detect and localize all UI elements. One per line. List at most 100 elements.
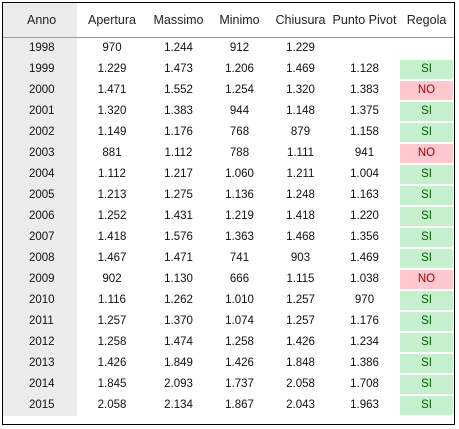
cell-rule: NO (397, 79, 454, 101)
cell-rule: SI (397, 352, 454, 374)
cell-pivot: 1.234 (332, 331, 397, 353)
cell-close: 903 (269, 247, 332, 269)
cell-max: 1.112 (147, 142, 210, 164)
rule-badge: SI (400, 290, 453, 310)
cell-year: 2011 (3, 310, 77, 332)
cell-pivot: 1.469 (332, 247, 397, 269)
cell-open: 1.112 (77, 163, 147, 185)
cell-pivot: 1.163 (332, 184, 397, 206)
cell-rule: SI (397, 205, 454, 227)
cell-open: 1.116 (77, 289, 147, 311)
cell-rule: SI (397, 310, 454, 332)
cell-rule: SI (397, 184, 454, 206)
rule-badge: SI (400, 59, 453, 79)
rule-badge (400, 39, 453, 58)
cell-open: 970 (77, 37, 147, 59)
cell-max: 1.244 (147, 37, 210, 59)
cell-close: 1.211 (269, 163, 332, 185)
cell-year: 2014 (3, 373, 77, 395)
cell-rule: SI (397, 247, 454, 269)
rule-badge: SI (400, 206, 453, 226)
cell-max: 1.262 (147, 289, 210, 311)
rule-badge: SI (400, 374, 453, 394)
cell-min: 1.258 (210, 331, 269, 353)
cell-min: 1.074 (210, 310, 269, 332)
table-body: 1998 970 1.244 912 1.229 1999 1.229 1.473 1.206 1… (3, 37, 454, 416)
cell-min: 1.737 (210, 373, 269, 395)
cell-close: 1.148 (269, 100, 332, 122)
cell-open: 1.320 (77, 100, 147, 122)
cell-rule: SI (397, 58, 454, 80)
table-frame: Anno Apertura Massimo Minimo Chiusura Pu… (2, 2, 455, 425)
rule-badge: NO (400, 269, 453, 289)
cell-year: 1999 (3, 58, 77, 80)
cell-max: 1.849 (147, 352, 210, 374)
cell-max: 2.093 (147, 373, 210, 395)
cell-open: 1.258 (77, 331, 147, 353)
cell-pivot: 1.004 (332, 163, 397, 185)
cell-open: 1.845 (77, 373, 147, 395)
cell-rule: NO (397, 142, 454, 164)
rule-badge: SI (400, 332, 453, 352)
cell-max: 1.383 (147, 100, 210, 122)
cell-close: 1.111 (269, 142, 332, 164)
table-row: 2009 902 1.130 666 1.115 1.038 NO (3, 268, 454, 290)
cell-pivot: 1.128 (332, 58, 397, 80)
cell-close: 879 (269, 121, 332, 143)
cell-year: 2007 (3, 226, 77, 248)
cell-min: 788 (210, 142, 269, 164)
cell-min: 1.060 (210, 163, 269, 185)
cell-pivot: 1.158 (332, 121, 397, 143)
cell-year: 2000 (3, 79, 77, 101)
cell-pivot: 1.220 (332, 205, 397, 227)
cell-max: 1.576 (147, 226, 210, 248)
cell-year: 2001 (3, 100, 77, 122)
cell-pivot: 1.383 (332, 79, 397, 101)
table-row: 2008 1.467 1.471 741 903 1.469 SI (3, 247, 454, 269)
table-row: 2011 1.257 1.370 1.074 1.257 1.176 SI (3, 310, 454, 332)
header-close: Chiusura (269, 3, 332, 38)
cell-max: 2.134 (147, 394, 210, 416)
cell-max: 1.474 (147, 331, 210, 353)
rule-badge: NO (400, 80, 453, 100)
cell-close: 1.468 (269, 226, 332, 248)
cell-year: 2015 (3, 394, 77, 416)
table-row: 2006 1.252 1.431 1.219 1.418 1.220 SI (3, 205, 454, 227)
rule-badge: SI (400, 311, 453, 331)
cell-rule (397, 37, 454, 59)
pivot-table: Anno Apertura Massimo Minimo Chiusura Pu… (3, 3, 454, 416)
cell-max: 1.130 (147, 268, 210, 290)
table-row: 2015 2.058 2.134 1.867 2.043 1.963 SI (3, 394, 454, 416)
table-row: 2002 1.149 1.176 768 879 1.158 SI (3, 121, 454, 143)
cell-min: 1.219 (210, 205, 269, 227)
header-min: Minimo (210, 3, 269, 38)
cell-max: 1.370 (147, 310, 210, 332)
rule-badge: SI (400, 185, 453, 205)
rule-badge: NO (400, 143, 453, 163)
cell-open: 881 (77, 142, 147, 164)
cell-open: 1.426 (77, 352, 147, 374)
cell-rule: SI (397, 226, 454, 248)
cell-min: 944 (210, 100, 269, 122)
cell-year: 1998 (3, 37, 77, 59)
rule-badge: SI (400, 101, 453, 121)
header-row: Anno Apertura Massimo Minimo Chiusura Pu… (3, 3, 454, 38)
header-rule: Regola (397, 3, 454, 38)
rule-badge: SI (400, 353, 453, 373)
cell-open: 1.213 (77, 184, 147, 206)
cell-pivot: 1.038 (332, 268, 397, 290)
table-row: 2007 1.418 1.576 1.363 1.468 1.356 SI (3, 226, 454, 248)
cell-min: 1.206 (210, 58, 269, 80)
header-open: Apertura (77, 3, 147, 38)
table-row: 2001 1.320 1.383 944 1.148 1.375 SI (3, 100, 454, 122)
cell-open: 2.058 (77, 394, 147, 416)
cell-year: 2010 (3, 289, 77, 311)
cell-rule: SI (397, 100, 454, 122)
cell-close: 1.418 (269, 205, 332, 227)
cell-max: 1.552 (147, 79, 210, 101)
table-row: 2004 1.112 1.217 1.060 1.211 1.004 SI (3, 163, 454, 185)
cell-open: 1.467 (77, 247, 147, 269)
cell-year: 2004 (3, 163, 77, 185)
cell-min: 768 (210, 121, 269, 143)
cell-close: 1.469 (269, 58, 332, 80)
